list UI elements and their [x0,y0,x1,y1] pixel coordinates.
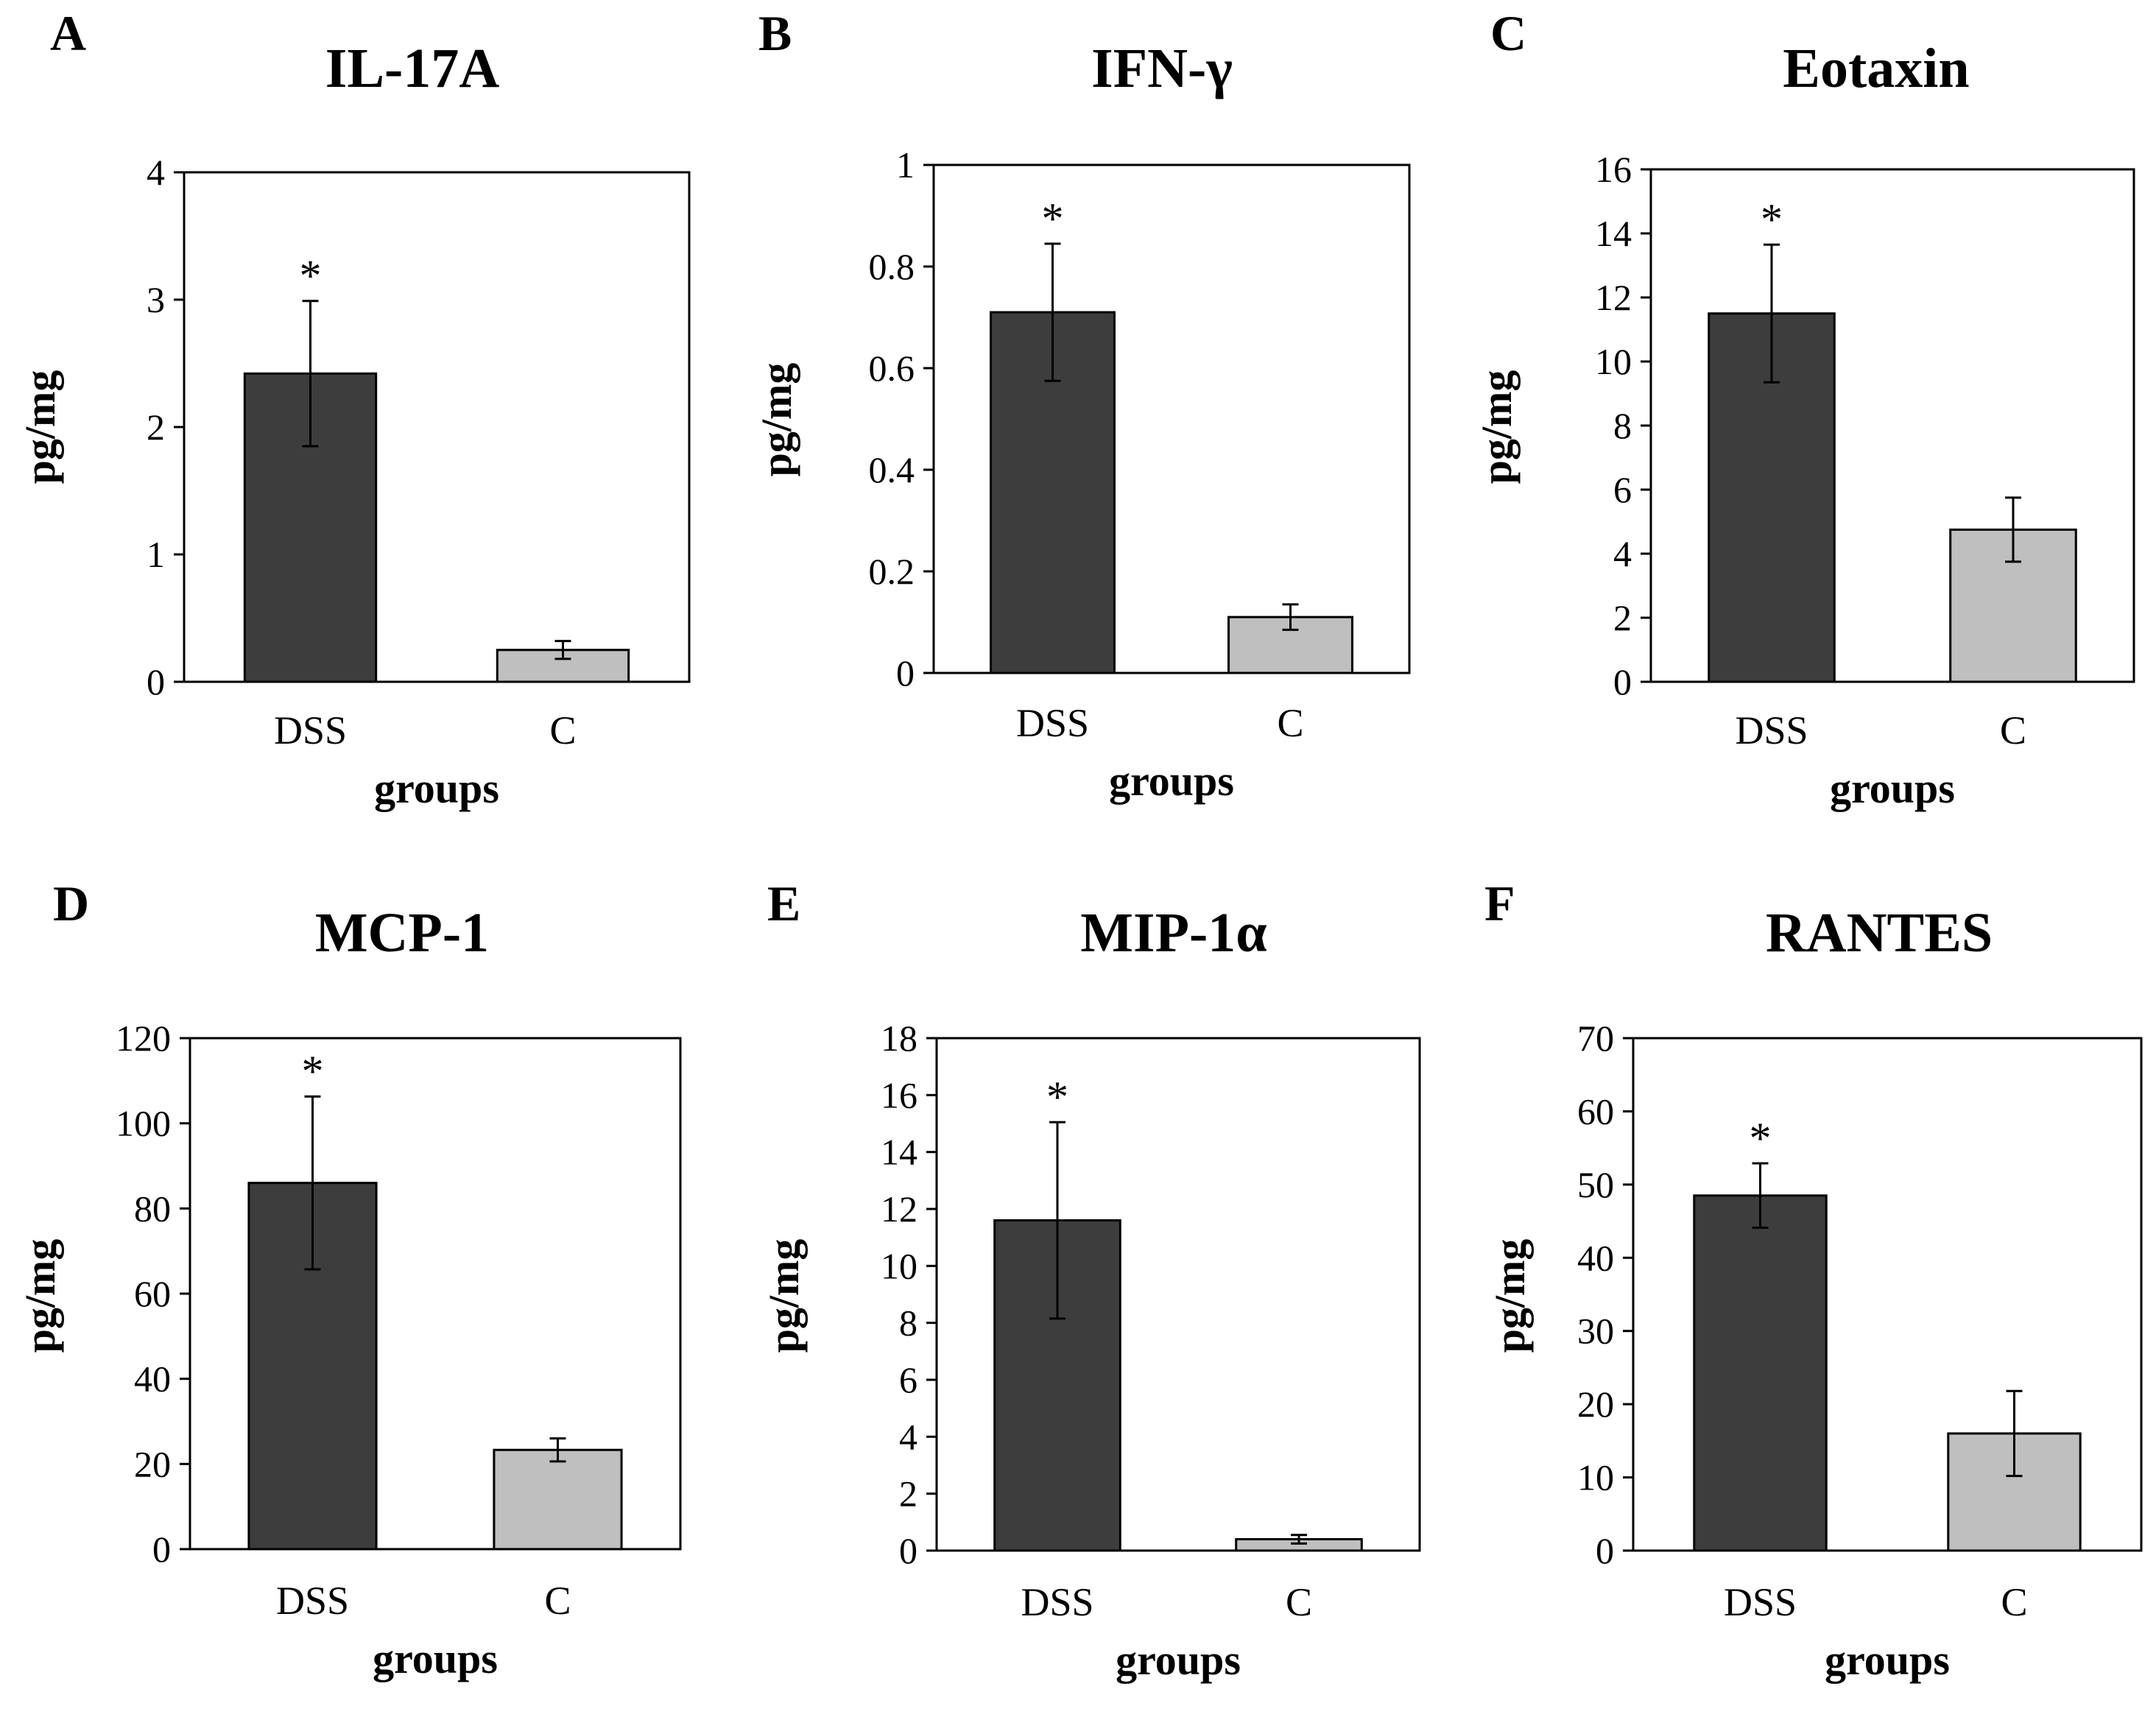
significance-asterisk: * [1042,194,1064,243]
panel-letter: B [758,5,792,61]
y-tick-label: 2 [1613,597,1632,638]
y-tick-label: 16 [881,1074,917,1115]
y-tick-label: 0.6 [869,348,915,389]
y-tick-label: 2 [147,406,165,448]
y-axis-title: pg/mg [1473,370,1521,484]
y-tick-label: 0.8 [869,246,915,287]
y-tick-label: 8 [1613,405,1632,446]
bar-dss [1693,1194,1828,1552]
panel-letter: E [767,875,800,931]
y-tick-label: 6 [1613,469,1632,510]
x-axis-title: groups [373,1635,498,1682]
panel-letter: A [50,5,86,61]
x-category-label: DSS [1735,708,1808,752]
y-tick-label: 70 [1577,1018,1614,1059]
y-tick-label: 4 [899,1416,917,1457]
y-tick-label: 0 [147,661,165,702]
y-tick-label: 100 [116,1103,171,1144]
x-category-label: DSS [276,1579,349,1623]
x-category-label: C [2000,708,2026,752]
y-tick-label: 8 [899,1302,917,1344]
y-tick-label: 0 [896,652,915,694]
x-axis-title: groups [374,764,499,812]
panel-letter: F [1484,875,1515,931]
x-category-label: C [2001,1580,2027,1624]
chart-title: IFN-γ [1091,38,1233,99]
y-tick-label: 60 [134,1273,171,1314]
y-tick-label: 1 [896,144,915,186]
significance-asterisk: * [1046,1073,1068,1121]
chart-title: MCP-1 [315,902,489,964]
y-tick-label: 80 [134,1188,171,1229]
y-tick-label: 4 [1613,533,1632,574]
y-axis-title: pg/mg [1486,1239,1534,1353]
y-tick-label: 16 [1595,149,1632,190]
significance-asterisk: * [1761,195,1783,244]
x-axis-title: groups [1830,764,1955,812]
x-category-label: DSS [1724,1580,1797,1624]
y-tick-label: 1 [147,534,165,575]
chart-title: MIP-1α [1080,902,1267,964]
plot-frame [935,1037,1421,1552]
x-axis-title: groups [1116,1636,1241,1684]
chart-title: RANTES [1766,902,1993,964]
y-tick-label: 0 [1613,661,1632,702]
y-tick-label: 60 [1577,1090,1614,1132]
y-tick-label: 10 [1595,341,1632,382]
x-category-label: C [549,708,576,752]
y-tick-label: 10 [881,1245,917,1286]
y-tick-label: 10 [1577,1457,1614,1498]
y-tick-label: 4 [147,152,165,193]
y-axis-title: pg/mg [753,363,800,477]
y-tick-label: 12 [1595,277,1632,318]
x-axis-title: groups [1109,757,1234,805]
y-tick-label: 0 [899,1530,917,1571]
y-axis-title: pg/mg [16,370,64,484]
x-category-label: C [1286,1580,1312,1624]
y-tick-label: 2 [899,1473,917,1515]
x-category-label: DSS [274,708,347,752]
y-tick-label: 3 [147,279,165,320]
y-tick-label: 30 [1577,1311,1614,1352]
x-category-label: DSS [1016,701,1089,745]
y-tick-label: 12 [881,1188,917,1230]
significance-asterisk: * [302,1047,324,1096]
bar-c [493,1448,623,1551]
chart-title: IL-17A [325,38,500,99]
y-tick-label: 0.4 [869,449,915,490]
y-tick-label: 18 [881,1018,917,1059]
y-axis-title: pg/mg [760,1239,808,1353]
panel-letter: D [53,875,89,931]
y-tick-label: 40 [134,1358,171,1400]
y-tick-label: 20 [134,1443,171,1484]
y-tick-label: 14 [881,1132,917,1173]
y-tick-label: 120 [116,1018,171,1059]
y-tick-label: 0 [152,1529,171,1570]
y-tick-label: 0 [1596,1530,1614,1571]
y-tick-label: 40 [1577,1237,1614,1278]
y-tick-label: 20 [1577,1383,1614,1425]
x-category-label: C [544,1579,571,1623]
x-category-label: DSS [1021,1580,1093,1624]
y-tick-label: 50 [1577,1164,1614,1205]
y-tick-label: 0.2 [869,551,915,592]
plot-frame [932,163,1411,674]
x-category-label: C [1277,701,1303,745]
y-tick-label: 6 [899,1359,917,1400]
x-axis-title: groups [1825,1636,1950,1684]
y-tick-label: 14 [1595,213,1632,254]
plot-frame [1632,1037,2143,1552]
y-axis-title: pg/mg [16,1239,64,1353]
significance-asterisk: * [300,252,322,300]
chart-title: Eotaxin [1783,38,1969,99]
panel-letter: C [1490,5,1526,61]
significance-asterisk: * [1750,1114,1772,1163]
